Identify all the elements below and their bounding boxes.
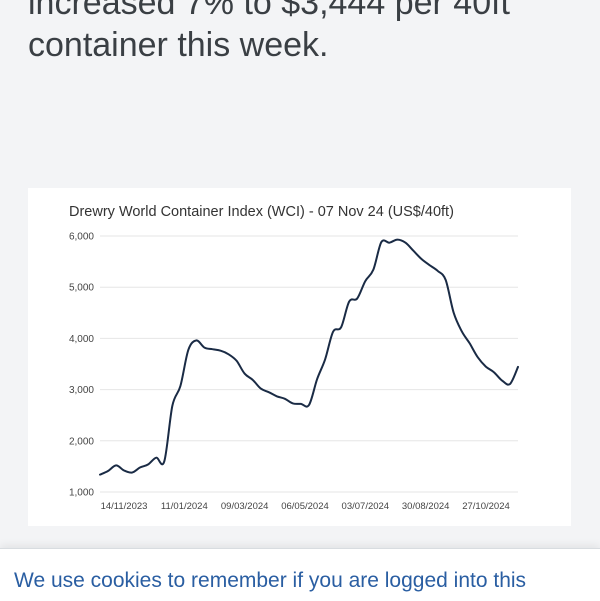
wci-line-chart: 1,000 2,000 3,000 4,000 5,000 6,000 14/11/2023…: [69, 232, 519, 512]
chart-card: Drewry World Container Index (WCI) - 07 …: [28, 188, 571, 526]
x-tick-label: 27/10/2024: [462, 501, 510, 512]
x-tick-label: 03/07/2024: [342, 501, 390, 512]
y-tick-label: 5,000: [69, 283, 94, 294]
y-tick-label: 2,000: [69, 436, 94, 447]
x-tick-label: 06/05/2024: [281, 501, 329, 512]
y-tick-label: 6,000: [69, 232, 94, 243]
y-tick-label: 3,000: [69, 385, 94, 396]
cookie-banner: We use cookies to remember if you are lo…: [0, 548, 600, 601]
wci-series-line: [99, 238, 519, 476]
x-tick-label: 14/11/2023: [101, 501, 148, 512]
y-tick-label: 1,000: [69, 488, 94, 499]
article-line-2: container this week.: [28, 26, 329, 64]
article-headline-text: increased 7% to $3,444 per 40ft containe…: [28, 0, 580, 66]
x-tick-label: 09/03/2024: [221, 501, 269, 512]
chart-title: Drewry World Container Index (WCI) - 07 …: [69, 204, 454, 220]
cookie-message: We use cookies to remember if you are lo…: [14, 569, 527, 592]
article-line-1: increased 7% to $3,444 per 40ft: [28, 0, 510, 22]
y-tick-label: 4,000: [69, 334, 94, 345]
x-tick-label: 30/08/2024: [402, 501, 450, 512]
x-tick-label: 11/01/2024: [161, 501, 208, 512]
